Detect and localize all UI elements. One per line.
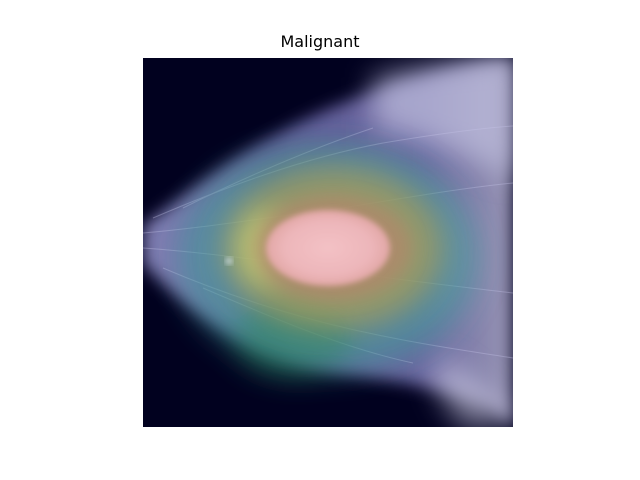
- figure-title: Malignant: [280, 32, 360, 51]
- mammogram-heatmap-image: [143, 58, 513, 427]
